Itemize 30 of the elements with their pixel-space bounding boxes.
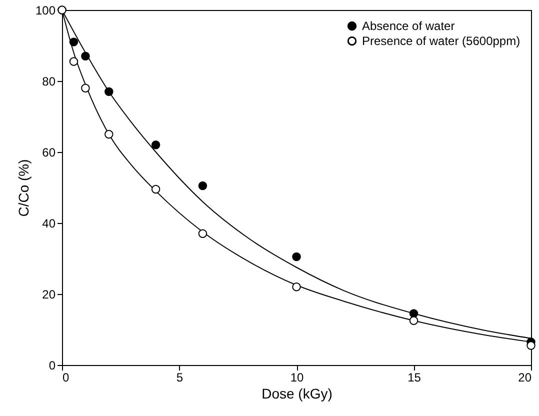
x-axis-title: Dose (kGy) [262, 386, 332, 402]
point [69, 57, 78, 66]
legend-label: Presence of water (5600ppm) [362, 34, 520, 48]
point [104, 130, 114, 139]
point [69, 38, 78, 46]
point [104, 87, 114, 96]
x-tick-label: 20 [518, 370, 532, 384]
point [198, 229, 208, 238]
x-tick-label: 0 [62, 370, 70, 384]
y-tick-label: 20 [42, 288, 56, 302]
point [409, 309, 418, 318]
y-tick-label: 60 [42, 146, 56, 160]
point [292, 282, 301, 292]
y-tick-label: 80 [42, 74, 56, 88]
legend-label: Absence of water [362, 19, 455, 33]
point [81, 84, 90, 92]
point [526, 341, 536, 350]
x-tick-label: 10 [290, 370, 304, 384]
y-axis-title: C/Co (%) [15, 159, 32, 217]
x-tick-label: 5 [176, 370, 184, 384]
point [409, 316, 418, 325]
y-tick-label: 100 [35, 4, 56, 18]
point [151, 184, 160, 194]
x-tick-label: 15 [408, 370, 422, 384]
point [81, 52, 90, 61]
point [198, 181, 208, 190]
y-tick-label: 0 [48, 358, 56, 372]
point [292, 252, 301, 262]
point [151, 140, 160, 150]
y-tick-label: 40 [42, 216, 56, 230]
